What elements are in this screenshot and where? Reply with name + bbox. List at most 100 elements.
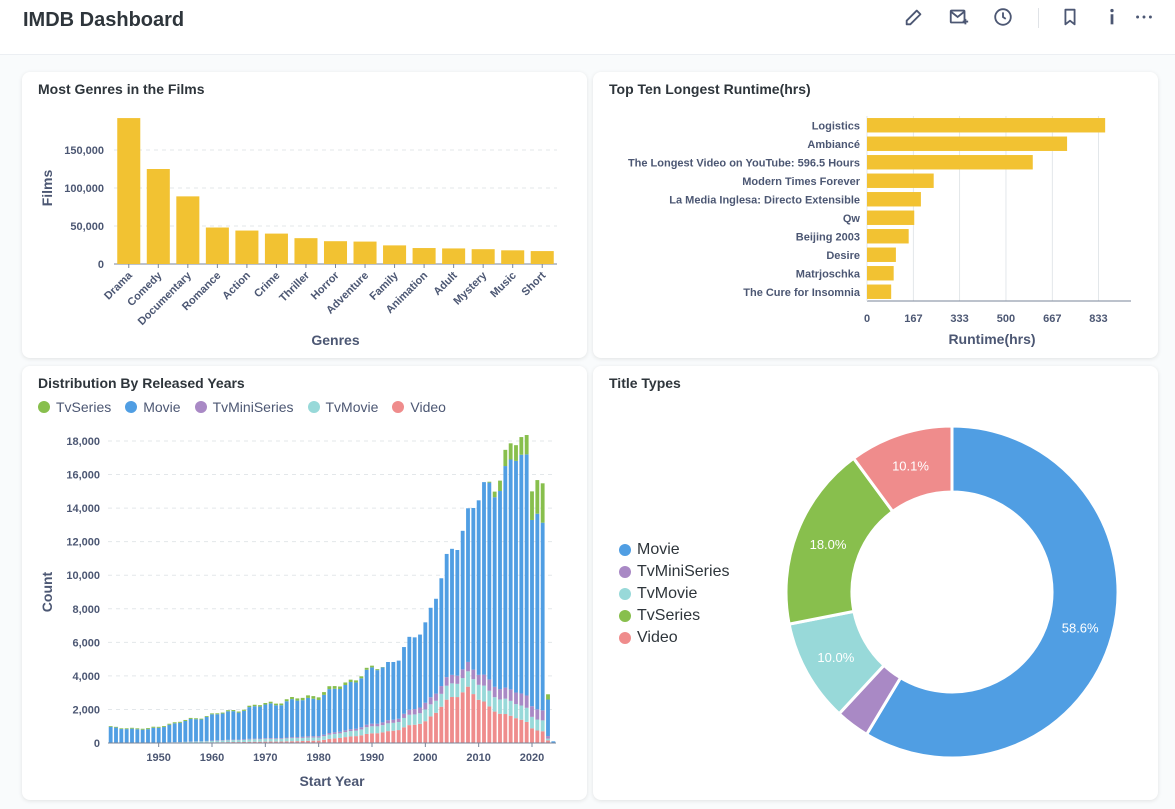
year-bar-segment-video xyxy=(396,730,401,743)
types-card-title[interactable]: Title Types xyxy=(609,375,681,391)
legend-tvseries[interactable]: TvSeries xyxy=(619,607,729,625)
year-bar-segment-movie xyxy=(551,741,556,743)
year-bar-segment-tvmovie xyxy=(540,720,545,732)
year-bar-segment-video xyxy=(327,738,332,743)
years-card-title[interactable]: Distribution By Released Years xyxy=(38,375,245,391)
year-bar-segment-video xyxy=(450,697,454,743)
year-bar-segment-tvminiseries xyxy=(396,718,401,722)
legend-tvminiseries[interactable]: TvMiniSeries xyxy=(619,563,729,581)
donut-slice-movie xyxy=(864,424,1120,760)
year-bar-segment-tvminiseries xyxy=(380,722,385,726)
year-bar-segment-tvmovie xyxy=(466,671,470,687)
year-bar-segment-tvminiseries xyxy=(391,719,396,723)
genre-bar xyxy=(176,196,200,264)
year-bar-segment-tvmovie xyxy=(524,707,529,722)
legend-tvminiseries[interactable]: TvMiniSeries xyxy=(194,399,294,415)
year-bar-segment-tvminiseries xyxy=(295,737,300,739)
legend-dot xyxy=(619,610,631,622)
year-bar-segment-tvminiseries xyxy=(242,739,246,740)
genres-card: Most Genres in the Films 0 50,000 100,000 1… xyxy=(22,72,587,358)
year-bar-segment-tvminiseries xyxy=(418,707,422,714)
year-bar-segment-movie xyxy=(407,636,412,710)
year-bar-segment-tvmovie xyxy=(364,727,369,734)
year-bar-segment-movie xyxy=(124,729,129,743)
legend-tvseries[interactable]: TvSeries xyxy=(38,399,111,415)
runtime-card: Top Ten Longest Runtime(hrs) 0 167 333 500 6… xyxy=(593,72,1158,358)
year-bar-segment-movie xyxy=(172,723,177,743)
legend-tvmovie[interactable]: TvMovie xyxy=(307,399,378,415)
year-bar-segment-movie xyxy=(487,482,492,680)
legend-dot xyxy=(619,566,631,578)
year-bar-segment-video xyxy=(455,697,460,743)
year-bar-segment-tvseries xyxy=(162,726,166,728)
year-bar-segment-tvminiseries xyxy=(332,732,337,734)
genre-bar xyxy=(383,245,407,264)
y-tick-label: Modern Times Forever xyxy=(742,176,860,188)
year-bar-segment-tvmovie xyxy=(204,741,209,743)
year-bar-segment-tvminiseries xyxy=(514,692,518,705)
y-axis-title: Films xyxy=(39,170,55,207)
year-bar-segment-tvseries xyxy=(295,698,300,701)
info-icon[interactable] xyxy=(1101,6,1123,28)
y-tick-label: 0 xyxy=(98,259,104,271)
year-bar-segment-video xyxy=(535,730,540,743)
year-bar-segment-tvmovie xyxy=(258,739,262,742)
year-bar-segment-tvseries xyxy=(311,696,316,699)
legend-movie[interactable]: Movie xyxy=(125,399,181,415)
year-bar-segment-tvminiseries xyxy=(311,736,316,738)
year-bar-segment-tvmovie xyxy=(375,726,380,734)
history-clock-icon[interactable] xyxy=(992,6,1014,28)
year-bar-segment-video xyxy=(348,736,353,743)
bookmark-icon[interactable] xyxy=(1059,6,1081,28)
year-bar-segment-movie xyxy=(247,707,252,739)
year-bar-segment-video xyxy=(412,724,417,743)
legend-movie[interactable]: Movie xyxy=(619,541,729,559)
year-bar-segment-tvmovie xyxy=(514,704,518,719)
year-bar-segment-video xyxy=(274,741,278,743)
year-bar-segment-movie xyxy=(178,722,182,743)
year-bar-segment-tvseries xyxy=(215,713,220,715)
runtime-bar xyxy=(867,247,896,262)
legend-dot xyxy=(38,401,50,413)
year-bar-segment-tvminiseries xyxy=(492,686,497,698)
year-bar-segment-video xyxy=(316,740,321,743)
runtime-card-title[interactable]: Top Ten Longest Runtime(hrs) xyxy=(609,81,811,97)
year-bar-segment-tvmovie xyxy=(327,734,332,739)
year-bar-segment-tvseries xyxy=(306,695,310,698)
genre-bar xyxy=(501,250,525,264)
toolbar-divider xyxy=(1038,8,1039,28)
year-bar-segment-tvminiseries xyxy=(444,677,449,686)
year-bar-segment-tvseries xyxy=(327,686,332,690)
legend-video[interactable]: Video xyxy=(619,629,729,647)
year-bar-segment-tvseries xyxy=(140,728,145,730)
y-tick-label: Ambiancé xyxy=(807,139,860,151)
legend-label: TvSeries xyxy=(637,607,701,624)
legend-label: Video xyxy=(637,629,678,646)
year-bar-segment-tvseries xyxy=(183,719,188,721)
year-bar-segment-video xyxy=(471,694,476,743)
year-bar-segment-movie xyxy=(252,706,257,739)
year-bar-segment-tvseries xyxy=(332,686,337,689)
x-tick-label: 2010 xyxy=(466,752,490,764)
year-bar-segment-video xyxy=(375,733,380,743)
year-bar-segment-tvminiseries xyxy=(455,675,460,684)
year-bar-segment-tvmovie xyxy=(322,736,326,740)
legend-video[interactable]: Video xyxy=(392,399,446,415)
more-options-icon[interactable] xyxy=(1133,6,1155,28)
year-bar-segment-movie xyxy=(295,700,300,738)
year-bar-segment-tvminiseries xyxy=(279,738,284,739)
legend-dot xyxy=(619,588,631,600)
subscription-icon[interactable] xyxy=(948,6,970,28)
edit-pencil-icon[interactable] xyxy=(903,6,925,28)
year-bar-segment-tvminiseries xyxy=(498,689,502,700)
x-tick-label: Short xyxy=(520,269,549,298)
legend-tvmovie[interactable]: TvMovie xyxy=(619,585,729,603)
genres-card-title[interactable]: Most Genres in the Films xyxy=(38,81,205,97)
year-bar-segment-video xyxy=(268,741,273,743)
years-card: Distribution By Released Years TvSeries … xyxy=(22,366,587,800)
x-tick-label: 1950 xyxy=(146,752,170,764)
year-bar-segment-tvmovie xyxy=(450,683,454,698)
year-bar-segment-tvmovie xyxy=(386,723,390,732)
y-tick-label: Matrjoschka xyxy=(796,268,861,280)
year-bar-segment-movie xyxy=(279,705,284,739)
